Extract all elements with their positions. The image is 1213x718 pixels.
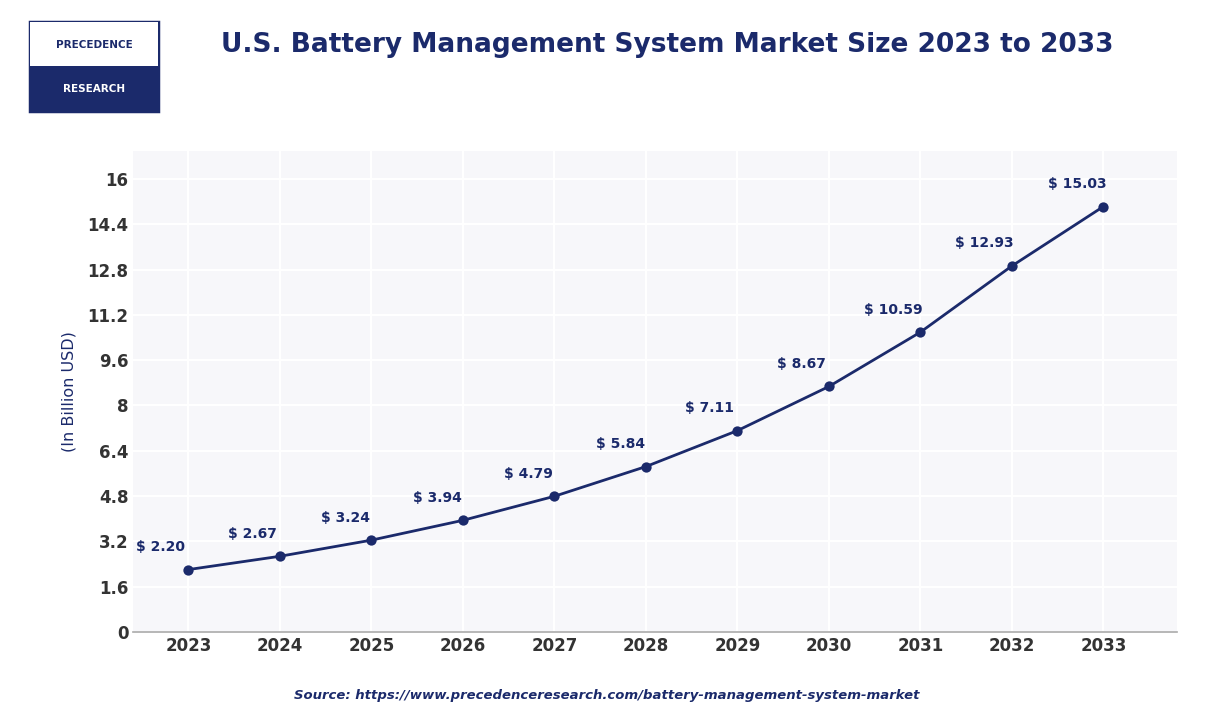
Text: $ 2.20: $ 2.20 (136, 540, 186, 554)
Y-axis label: (In Billion USD): (In Billion USD) (62, 331, 76, 452)
Point (911, 327, 930, 338)
Text: $ 3.94: $ 3.94 (412, 491, 462, 505)
Text: $ 10.59: $ 10.59 (864, 302, 922, 317)
Text: U.S. Battery Management System Market Size 2023 to 2033: U.S. Battery Management System Market Si… (221, 32, 1114, 58)
Text: $ 12.93: $ 12.93 (955, 236, 1014, 251)
Text: $ 2.67: $ 2.67 (228, 527, 277, 541)
Point (1002, 260, 1021, 271)
Text: $ 8.67: $ 8.67 (778, 357, 826, 371)
Bar (30, 66, 158, 111)
Bar (30, 22, 158, 66)
Point (1094, 201, 1114, 213)
Point (454, 515, 473, 526)
Text: $ 5.84: $ 5.84 (596, 437, 645, 451)
Text: $ 3.24: $ 3.24 (321, 510, 370, 525)
Text: PRECEDENCE: PRECEDENCE (56, 40, 132, 50)
Text: $ 7.11: $ 7.11 (685, 401, 734, 415)
Text: $ 15.03: $ 15.03 (1048, 177, 1107, 191)
Point (270, 551, 290, 562)
Text: Source: https://www.precedenceresearch.com/battery-management-system-market: Source: https://www.precedenceresearch.c… (294, 689, 919, 702)
Point (545, 490, 564, 502)
Point (728, 425, 747, 437)
Point (178, 564, 198, 575)
Point (636, 461, 655, 472)
Text: $ 4.79: $ 4.79 (505, 467, 553, 481)
Point (361, 534, 381, 546)
Point (819, 381, 838, 392)
Text: RESEARCH: RESEARCH (63, 84, 125, 94)
